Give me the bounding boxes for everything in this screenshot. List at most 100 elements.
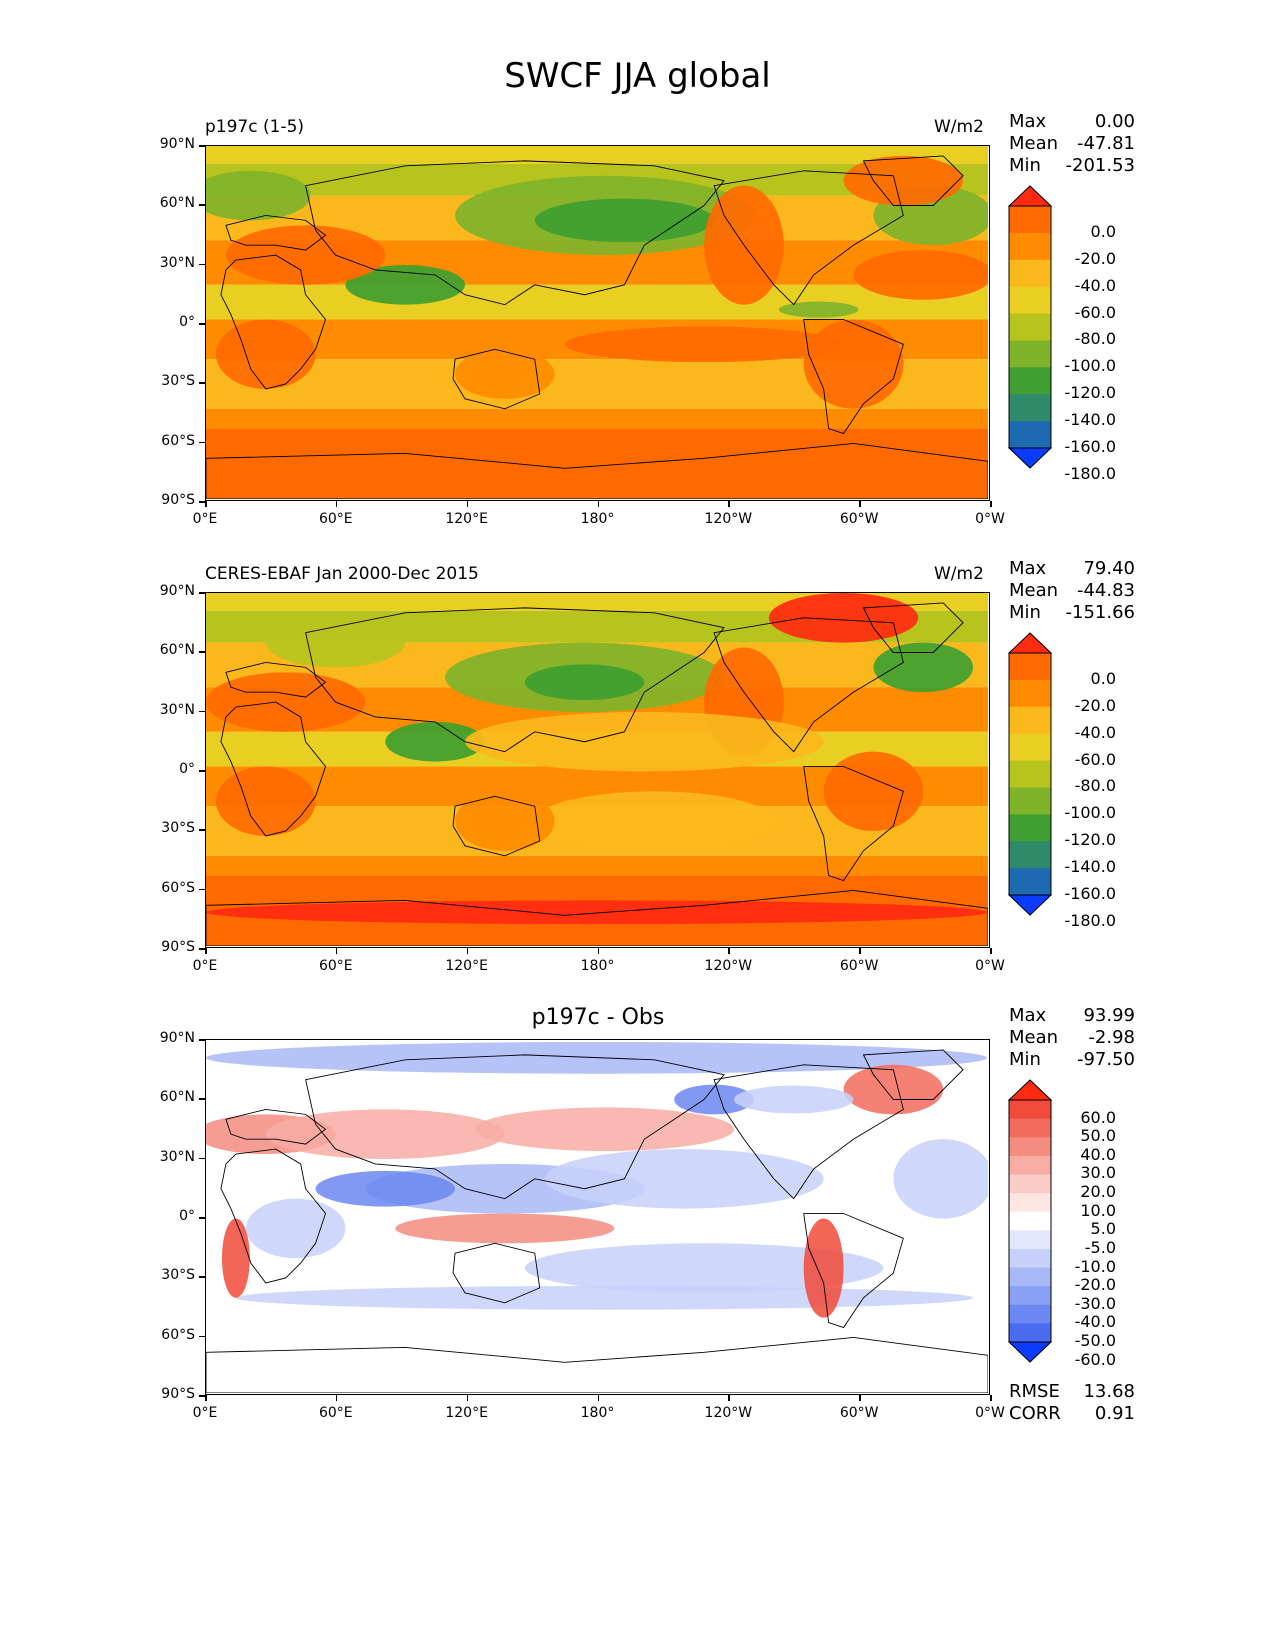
stat-row: Max 0.00	[1009, 111, 1135, 133]
colorbar-segment	[1009, 367, 1051, 395]
panel-stats: Max 79.40 Mean -44.83 Min -151.66	[1009, 558, 1135, 624]
colorbar-segment	[1009, 868, 1051, 896]
colorbar-tick-label: -60.0	[1074, 302, 1116, 322]
colorbar-tick-label: -20.0	[1074, 1275, 1116, 1295]
stat-key: Mean	[1009, 1027, 1059, 1048]
contour-region	[893, 1139, 988, 1219]
contour-region	[225, 225, 386, 285]
contour-region	[534, 198, 715, 243]
contour-region	[265, 617, 406, 668]
lon-tick-mark	[990, 501, 992, 507]
lon-tick-label: 60°W	[839, 1405, 879, 1421]
colorbar-tick-label: -100.0	[1064, 356, 1116, 376]
colorbar-tick-label: -140.0	[1064, 410, 1116, 430]
coastline	[206, 890, 988, 946]
contour-region	[455, 349, 555, 399]
colorbar-tick-label: 40.0	[1080, 1144, 1116, 1164]
contour-region	[235, 1285, 974, 1310]
stat-key: RMSE	[1009, 1381, 1060, 1402]
lat-tick-label: 60°N	[159, 195, 195, 212]
lon-tick-label: 0°E	[192, 958, 218, 974]
stat-key: Max	[1009, 558, 1047, 579]
lat-tick-mark	[199, 204, 205, 206]
stat-row: Min -201.53	[1009, 155, 1135, 177]
contour-region	[206, 170, 311, 221]
colorbar-segment	[1009, 1267, 1051, 1287]
contour-band	[206, 610, 988, 643]
stat-key: Max	[1009, 111, 1047, 132]
colorbar-segment	[1009, 1118, 1051, 1138]
contour-band	[206, 319, 988, 360]
colorbar-tick-label: 30.0	[1080, 1163, 1116, 1183]
contour-region	[823, 751, 924, 831]
stat-value: -2.98	[1088, 1027, 1135, 1048]
lon-tick-label: 120°E	[445, 958, 488, 974]
colorbar-tick-label: 0.0	[1090, 221, 1116, 241]
colorbar-segment	[1009, 787, 1051, 815]
coastline	[713, 1064, 904, 1200]
stat-value: 13.68	[1083, 1381, 1135, 1402]
lon-tick-mark	[597, 948, 599, 954]
contour-band	[206, 408, 988, 429]
contour-band	[206, 687, 988, 732]
lon-tick-mark	[728, 501, 730, 507]
stat-key: CORR	[1009, 1403, 1061, 1424]
lon-tick-label: 120°W	[704, 511, 753, 527]
contour-region	[778, 301, 859, 318]
coastline	[305, 160, 725, 306]
lat-tick-mark	[199, 1098, 205, 1100]
stat-key: Mean	[1009, 133, 1059, 154]
lat-tick-label: 90°N	[159, 1030, 195, 1046]
contour-map	[206, 593, 988, 946]
colorbar-segment	[1009, 706, 1051, 735]
contour-region	[395, 1213, 615, 1244]
colorbar-segment	[1009, 1286, 1051, 1306]
lat-tick-mark	[199, 501, 205, 503]
colorbar-segment	[1009, 1155, 1051, 1175]
colorbar-tick-label: -50.0	[1074, 1331, 1116, 1350]
colorbar-tick-label: -100.0	[1064, 803, 1116, 823]
lon-tick-mark	[335, 948, 338, 954]
contour-band	[206, 284, 988, 320]
colorbar-segment	[1009, 1323, 1051, 1343]
colorbar-segment	[1009, 313, 1051, 341]
lat-tick-mark	[199, 1217, 205, 1219]
contour-region	[315, 1170, 456, 1207]
lon-tick-label: 120°E	[445, 511, 488, 527]
contour-region	[445, 642, 725, 712]
contour-region	[345, 264, 466, 305]
colorbar-tick-label: -20.0	[1074, 695, 1116, 715]
stat-value: 79.40	[1083, 558, 1135, 579]
colorbar-segment	[1009, 259, 1051, 288]
contour-region	[455, 175, 754, 256]
coastline	[220, 254, 327, 390]
contour-region	[873, 185, 988, 246]
stat-value: 0.91	[1094, 1403, 1135, 1424]
lat-tick-label: 60°N	[159, 1089, 195, 1106]
lat-tick-mark	[199, 323, 205, 325]
colorbar-tick-label: -10.0	[1074, 1256, 1116, 1276]
colorbar-tick-label: -20.0	[1074, 248, 1116, 268]
lon-tick-label: 0°E	[192, 511, 218, 527]
colorbar-segment	[1009, 421, 1051, 449]
coastline	[452, 795, 541, 857]
colorbar-tick-label: -120.0	[1064, 383, 1116, 403]
colorbar-tick-label: 60.0	[1080, 1107, 1116, 1127]
lat-tick-mark	[199, 948, 205, 950]
panel-center-title: p197c - Obs	[531, 1005, 665, 1030]
lat-tick-label: 30°S	[161, 373, 195, 390]
contour-map	[206, 146, 988, 499]
contour-region	[853, 250, 988, 300]
panel-error-stats: RMSE 13.68 CORR 0.91	[1009, 1381, 1135, 1425]
colorbar-segment	[1009, 1230, 1051, 1250]
lat-tick-mark	[199, 888, 205, 891]
contour-band	[206, 428, 988, 499]
colorbar-tick-label: -60.0	[1074, 1349, 1116, 1369]
lat-tick-label: 60°S	[161, 432, 195, 449]
colorbar-extend-top	[1007, 185, 1053, 207]
lat-tick-label: 60°N	[159, 642, 195, 659]
colorbar-segment	[1009, 206, 1051, 234]
colorbar-segment	[1009, 841, 1051, 869]
colorbar-segment	[1009, 1248, 1051, 1269]
